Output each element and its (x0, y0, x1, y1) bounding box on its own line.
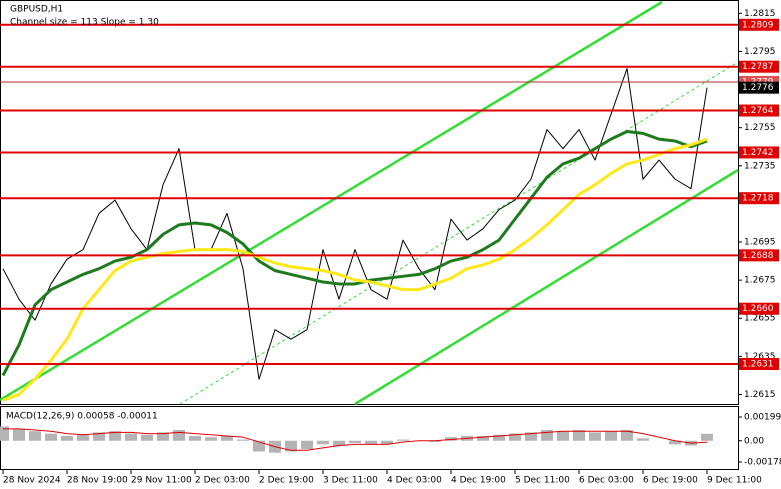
y-tick-label: 0.00 (744, 436, 764, 446)
macd-bar (429, 440, 441, 442)
level-label-box (739, 302, 779, 315)
macd-bar (541, 430, 553, 441)
price-line (2, 68, 708, 380)
macd-bar (317, 440, 329, 445)
channel (0, 0, 739, 406)
y-tick-label: -0.00178 (744, 458, 781, 468)
channel-middle (179, 61, 739, 405)
level-label: 1.2787 (742, 62, 774, 72)
x-tick-label: 28 Nov 2024 (3, 476, 61, 486)
macd-bar (285, 440, 297, 452)
macd-bar (381, 440, 393, 445)
macd-bar (93, 432, 105, 441)
y-tick-label: 1.2615 (744, 390, 776, 400)
level-label-box (739, 192, 779, 205)
macd-title: MACD(12,26,9) 0.00058 -0.00011 (6, 412, 158, 422)
macd-bar (493, 434, 505, 441)
x-tick-label: 6 Dec 03:00 (579, 476, 634, 486)
level-label-box (739, 104, 779, 117)
y-tick-label: 1.2795 (744, 47, 776, 57)
macd-bar (605, 431, 617, 441)
macd-bar (397, 439, 409, 441)
current-price-label: 1.2776 (742, 83, 774, 93)
macd-bar (253, 440, 265, 452)
level-label: 1.2764 (742, 106, 774, 116)
macd-bar (637, 438, 649, 441)
macd-bar (477, 435, 489, 441)
current-price-box (739, 81, 779, 94)
y-tick-label: 1.2675 (744, 276, 776, 286)
macd-bar (141, 434, 153, 441)
x-tick-label: 5 Dec 11:00 (515, 476, 570, 486)
macd-bar (237, 439, 249, 441)
y-tick-label: 1.2755 (744, 123, 776, 133)
level-label: 1.2809 (742, 20, 774, 30)
y-tick-label: 1.2655 (744, 314, 776, 324)
y-tick-label: 1.2735 (744, 161, 776, 171)
x-tick-label: 6 Dec 19:00 (643, 476, 698, 486)
macd-bar (45, 433, 57, 441)
macd-bar (29, 431, 41, 441)
macd-bar (557, 431, 569, 441)
signal-line (3, 428, 708, 451)
macd-bar (301, 440, 313, 450)
macd-bar (189, 435, 201, 441)
level-label-box (739, 249, 779, 262)
level-label-box (739, 18, 779, 31)
chart-subtitle: Channel size = 113 Slope = 1.30 (10, 18, 159, 28)
x-tick-label: 29 Nov 11:00 (131, 476, 192, 486)
x-tick-label: 3 Dec 11:00 (323, 476, 378, 486)
macd-bar (61, 435, 73, 441)
y-tick-label: 1.2815 (744, 9, 776, 19)
x-tick-label: 28 Nov 19:00 (67, 476, 128, 486)
macd-bar (589, 432, 601, 441)
macd-bar (109, 431, 121, 441)
macd-bar (701, 433, 713, 441)
level-label: 1.2688 (742, 251, 774, 261)
macd-bar (173, 430, 185, 441)
level-label: 1.2631 (742, 359, 774, 369)
macd-bar (125, 433, 137, 441)
macd-bar (349, 440, 361, 444)
macd-bar (0, 426, 9, 441)
macd-bar (573, 430, 585, 441)
y-tick-label: 0.00199 (744, 413, 781, 423)
level-label-box (739, 357, 779, 370)
chart-title: GBPUSD,H1 (10, 5, 63, 15)
macd-bar (669, 440, 681, 445)
price-line (2, 137, 708, 402)
level-label: 1.2742 (742, 148, 774, 158)
macd-bar (205, 437, 217, 441)
macd-bar (509, 433, 521, 441)
x-tick-label: 2 Dec 19:00 (259, 476, 314, 486)
x-tick-label: 2 Dec 03:00 (195, 476, 250, 486)
x-tick-label: 9 Dec 11:00 (707, 476, 762, 486)
channel-lower (354, 168, 739, 406)
macd-bar (13, 428, 25, 441)
y-tick-label: 1.2695 (744, 238, 776, 248)
macd-bar (221, 435, 233, 441)
macd-bar (621, 430, 633, 441)
macd-bar (77, 434, 89, 441)
macd-bar (157, 432, 169, 441)
y-tick-label: 1.2635 (744, 352, 776, 362)
macd-bar (445, 437, 457, 441)
macd-bar (333, 440, 345, 446)
macd-bar (365, 440, 377, 445)
level-label: 1.2718 (742, 194, 774, 204)
channel-upper (0, 0, 663, 402)
level-label-box (739, 146, 779, 159)
level-label-box (739, 60, 779, 73)
x-tick-label: 4 Dec 03:00 (387, 476, 442, 486)
macd-bar (525, 432, 537, 441)
level-label: 1.2660 (742, 304, 774, 314)
x-tick-label: 4 Dec 19:00 (451, 476, 506, 486)
main-pane (0, 0, 739, 405)
